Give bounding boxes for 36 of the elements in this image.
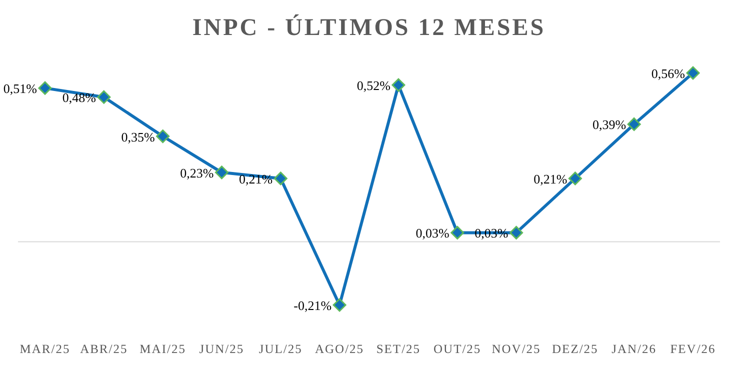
data-label: 0,52% <box>356 78 391 94</box>
x-tick-label: DEZ/25 <box>552 342 598 356</box>
point <box>686 66 700 80</box>
point <box>392 78 406 92</box>
x-tick-label: JAN/26 <box>612 342 657 356</box>
data-label: -0,21% <box>294 298 332 313</box>
data-label: 0,51% <box>3 81 38 96</box>
x-tick-label: NOV/25 <box>492 342 541 356</box>
point <box>332 298 346 312</box>
x-tick-label: MAI/25 <box>140 342 186 356</box>
data-label: 0,48% <box>62 90 96 106</box>
point <box>214 166 228 180</box>
data-label: 0,03% <box>474 226 508 241</box>
point <box>38 81 52 95</box>
data-label: 0,35% <box>121 129 155 144</box>
x-tick-label: FEV/26 <box>670 342 716 356</box>
point <box>627 117 641 131</box>
data-label: 0,56% <box>651 66 686 81</box>
x-tick-label: JUN/25 <box>199 342 244 356</box>
x-tick-label: SET/25 <box>376 342 421 356</box>
data-label: 0,21% <box>534 171 568 186</box>
point <box>450 226 464 240</box>
point <box>156 130 170 144</box>
point <box>510 226 524 240</box>
point <box>274 172 288 186</box>
x-tick-label: AGO/25 <box>315 342 364 356</box>
x-tick-label: OUT/25 <box>434 342 482 356</box>
data-label: 0,23% <box>180 165 214 180</box>
x-tick-label: JUL/25 <box>258 342 302 356</box>
point <box>568 172 582 186</box>
x-tick-label: MAR/25 <box>20 342 70 356</box>
data-label: 0,03% <box>416 226 450 241</box>
chart-title: INPC - ÚLTIMOS 12 MESES <box>192 14 546 41</box>
data-label: 0,39% <box>592 117 626 132</box>
point <box>97 90 111 104</box>
x-tick-label: ABR/25 <box>80 342 128 356</box>
